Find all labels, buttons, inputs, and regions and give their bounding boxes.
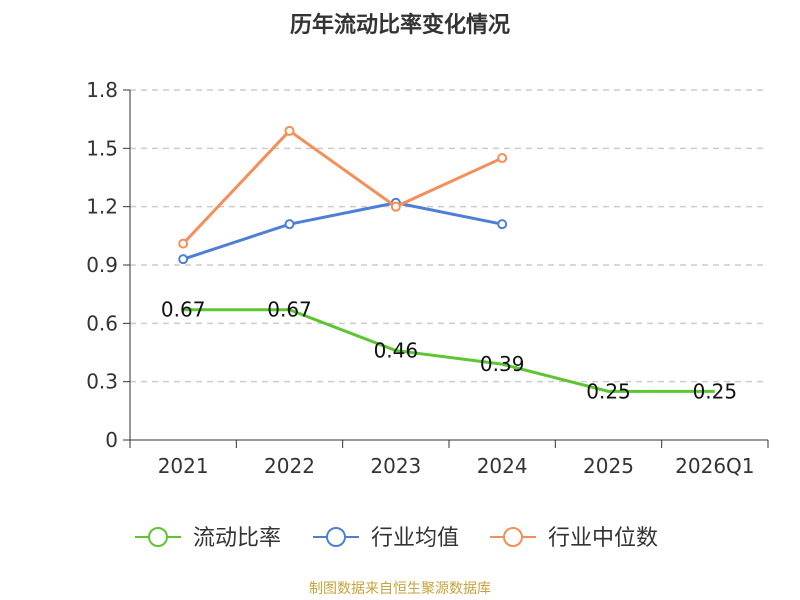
grid-layer	[130, 89, 768, 383]
data-point	[390, 201, 401, 212]
data-label: 0.67	[267, 298, 312, 322]
data-point	[497, 219, 508, 230]
legend-marker-circle	[148, 527, 168, 547]
y-tick-label: 1.2	[86, 195, 118, 219]
y-tick-label: 1.5	[86, 136, 118, 160]
data-point	[178, 238, 189, 249]
data-point	[284, 125, 295, 136]
legend-marker-circle	[503, 527, 523, 547]
x-tick-label: 2025	[583, 454, 634, 478]
series-line-1	[183, 308, 715, 393]
y-tick-label: 1.8	[86, 78, 118, 102]
legend-label: 行业均值	[371, 526, 459, 551]
y-tick-label: 0	[105, 428, 118, 452]
data-label: 0.25	[693, 379, 738, 403]
data-label: 0.39	[480, 352, 525, 376]
data-label: 0.25	[586, 379, 631, 403]
source-note: 制图数据来自恒生聚源数据库	[309, 581, 491, 597]
x-tick-label: 2024	[477, 454, 528, 478]
x-tick-label: 2021	[158, 454, 209, 478]
chart-title: 历年流动比率变化情况	[290, 12, 510, 38]
legend-label: 行业中位数	[548, 526, 658, 551]
x-tick-label: 2022	[264, 454, 315, 478]
y-tick-label: 0.9	[86, 253, 118, 277]
x-tick-label: 2023	[370, 454, 421, 478]
data-point	[178, 254, 189, 265]
x-tick-label: 2026Q1	[675, 454, 754, 478]
legend-marker-circle	[326, 527, 346, 547]
legend: 流动比率 行业均值 行业中位数	[135, 526, 658, 551]
y-tick-label: 0.3	[86, 370, 118, 394]
series-line-2	[182, 201, 503, 261]
data-label: 0.46	[374, 339, 419, 363]
y-tick-label: 0.6	[86, 311, 118, 335]
data-point	[284, 219, 295, 230]
series-line-3	[182, 129, 503, 245]
axis-layer: 0 0.3 0.6 0.9 1.2 1.5 1.8 2021 2022 2023 2024 2025 2…	[86, 78, 769, 478]
legend-label: 流动比率	[193, 526, 281, 551]
data-label-layer: 0.67 0.67 0.46 0.39 0.25 0.25	[161, 298, 737, 404]
data-label: 0.67	[161, 298, 206, 322]
data-point	[497, 153, 508, 164]
series-layer	[178, 125, 715, 393]
